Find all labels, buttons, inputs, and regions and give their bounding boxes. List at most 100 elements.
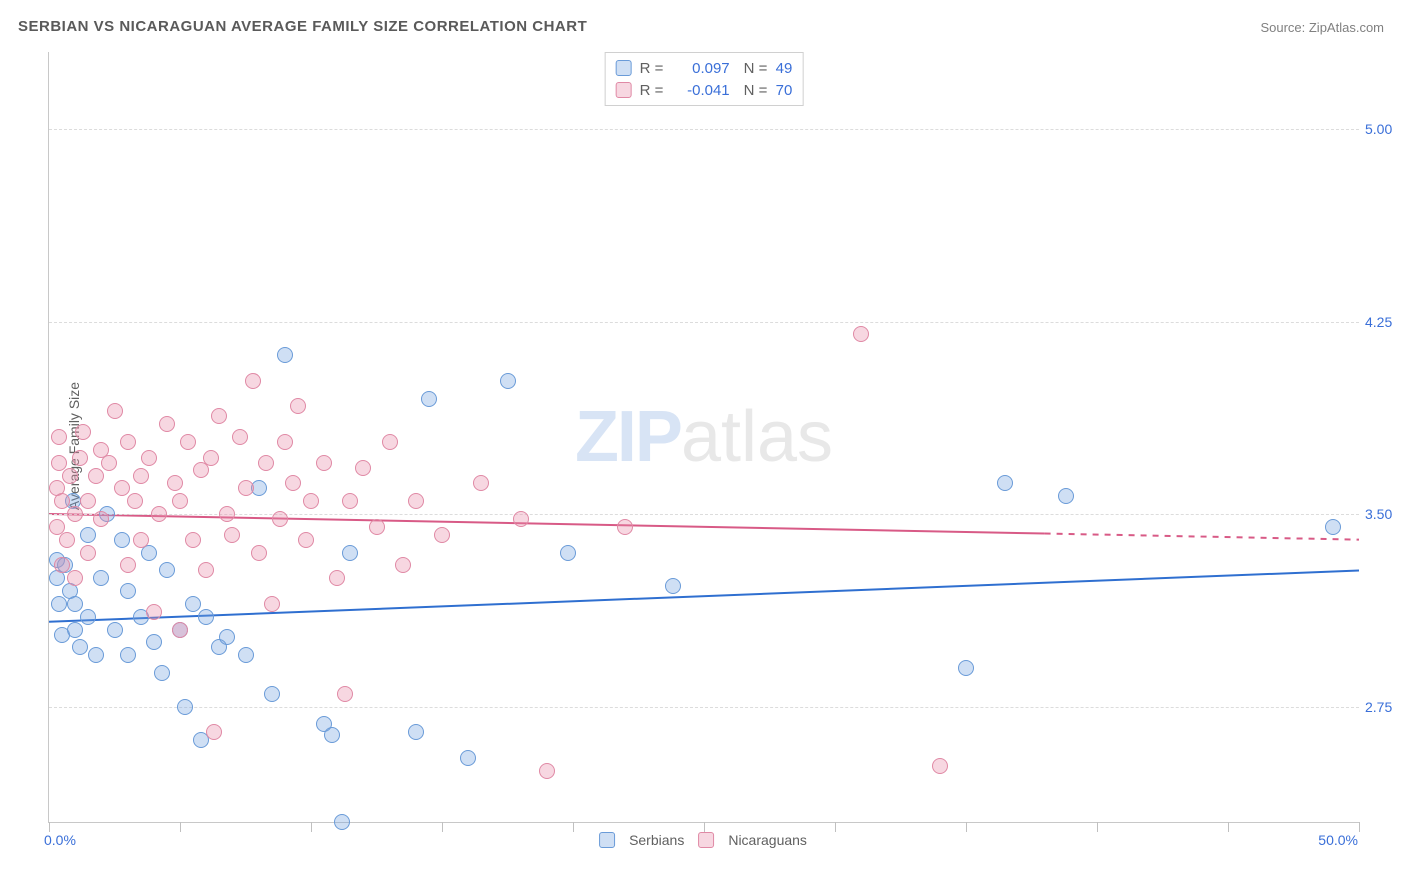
scatter-point: [513, 511, 529, 527]
scatter-point: [285, 475, 301, 491]
scatter-point: [277, 347, 293, 363]
plot-area: ZIPatlas R = 0.097 N = 49 R = -0.041 N =…: [48, 52, 1359, 823]
scatter-point: [473, 475, 489, 491]
x-tick-mark: [442, 822, 443, 832]
stat-row-nicaraguans: R = -0.041 N = 70: [616, 79, 793, 101]
stat-r-nicaraguans: -0.041: [670, 82, 730, 99]
scatter-point: [72, 450, 88, 466]
x-tick-mark: [1097, 822, 1098, 832]
scatter-point: [159, 416, 175, 432]
legend-item-serbians: Serbians: [599, 832, 684, 848]
scatter-point: [133, 532, 149, 548]
scatter-point: [51, 596, 67, 612]
trend-line: [49, 570, 1359, 621]
scatter-point: [67, 506, 83, 522]
scatter-point: [408, 724, 424, 740]
scatter-point: [434, 527, 450, 543]
scatter-point: [185, 532, 201, 548]
scatter-point: [88, 647, 104, 663]
scatter-point: [114, 480, 130, 496]
scatter-point: [303, 493, 319, 509]
y-tick-label: 5.00: [1365, 121, 1405, 137]
chart-title: SERBIAN VS NICARAGUAN AVERAGE FAMILY SIZ…: [18, 18, 587, 35]
scatter-point: [51, 429, 67, 445]
bottom-legend: Serbians Nicaraguans: [599, 832, 807, 848]
scatter-point: [355, 460, 371, 476]
scatter-point: [539, 763, 555, 779]
scatter-point: [67, 622, 83, 638]
scatter-point: [133, 468, 149, 484]
scatter-point: [1325, 519, 1341, 535]
scatter-point: [395, 557, 411, 573]
scatter-point: [324, 727, 340, 743]
scatter-point: [932, 758, 948, 774]
stat-n-label: N =: [744, 60, 776, 77]
chart-container: SERBIAN VS NICARAGUAN AVERAGE FAMILY SIZ…: [0, 0, 1406, 892]
x-tick-mark: [180, 822, 181, 832]
scatter-point: [67, 570, 83, 586]
y-tick-label: 2.75: [1365, 699, 1405, 715]
scatter-point: [93, 511, 109, 527]
scatter-point: [67, 596, 83, 612]
scatter-point: [159, 562, 175, 578]
legend-label-nicaraguans: Nicaraguans: [728, 832, 807, 848]
scatter-point: [172, 493, 188, 509]
scatter-point: [337, 686, 353, 702]
scatter-point: [997, 475, 1013, 491]
scatter-point: [75, 424, 91, 440]
scatter-point: [62, 468, 78, 484]
scatter-point: [88, 468, 104, 484]
scatter-point: [232, 429, 248, 445]
scatter-point: [177, 699, 193, 715]
scatter-point: [211, 408, 227, 424]
scatter-point: [80, 493, 96, 509]
scatter-point: [421, 391, 437, 407]
legend-label-serbians: Serbians: [629, 832, 684, 848]
stat-box: R = 0.097 N = 49 R = -0.041 N = 70: [605, 52, 804, 106]
x-axis-min-label: 0.0%: [44, 832, 76, 848]
swatch-nicaraguans: [616, 82, 632, 98]
scatter-point: [334, 814, 350, 830]
scatter-point: [272, 511, 288, 527]
scatter-point: [198, 562, 214, 578]
scatter-point: [500, 373, 516, 389]
scatter-point: [264, 686, 280, 702]
swatch-serbians: [599, 832, 615, 848]
scatter-point: [151, 506, 167, 522]
y-tick-label: 4.25: [1365, 314, 1405, 330]
scatter-point: [238, 647, 254, 663]
scatter-point: [180, 434, 196, 450]
scatter-point: [93, 570, 109, 586]
scatter-point: [80, 527, 96, 543]
scatter-point: [193, 462, 209, 478]
scatter-point: [665, 578, 681, 594]
scatter-point: [245, 373, 261, 389]
scatter-point: [146, 634, 162, 650]
stat-r-label: R =: [640, 60, 670, 77]
source-attribution: Source: ZipAtlas.com: [1260, 20, 1384, 35]
scatter-point: [54, 557, 70, 573]
stat-n-serbians: 49: [776, 60, 793, 77]
scatter-point: [342, 493, 358, 509]
scatter-point: [114, 532, 130, 548]
scatter-point: [167, 475, 183, 491]
scatter-point: [251, 545, 267, 561]
scatter-point: [120, 557, 136, 573]
scatter-point: [1058, 488, 1074, 504]
stat-r-label: R =: [640, 82, 670, 99]
legend-item-nicaraguans: Nicaraguans: [698, 832, 807, 848]
scatter-point: [238, 480, 254, 496]
scatter-point: [203, 450, 219, 466]
scatter-point: [290, 398, 306, 414]
stat-n-label: N =: [744, 82, 776, 99]
trend-line-solid: [49, 514, 1045, 534]
scatter-point: [342, 545, 358, 561]
scatter-point: [120, 583, 136, 599]
scatter-point: [172, 622, 188, 638]
scatter-point: [460, 750, 476, 766]
x-axis-max-label: 50.0%: [1318, 832, 1358, 848]
scatter-point: [617, 519, 633, 535]
scatter-point: [298, 532, 314, 548]
scatter-point: [316, 455, 332, 471]
swatch-nicaraguans: [698, 832, 714, 848]
